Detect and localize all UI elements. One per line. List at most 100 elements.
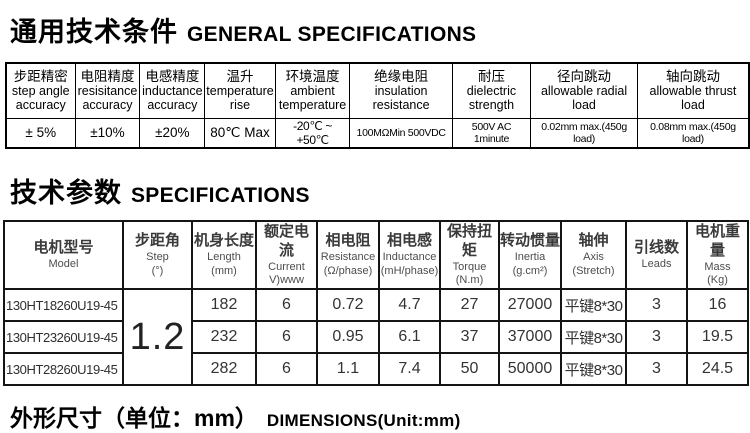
dimensions-title: 外形尺寸（单位：mm） DIMENSIONS(Unit:mm) <box>10 399 750 433</box>
header-en: Model <box>48 257 79 270</box>
col-ambient-temperature: 环境温度 ambient temperature <box>274 62 351 119</box>
header-zh: 轴向跳动 <box>665 68 720 84</box>
header-en: ambient temperature <box>278 84 347 113</box>
header-en: Step <box>146 250 169 263</box>
header-zh: 保持扭矩 <box>446 222 492 260</box>
header-en: Torque <box>452 260 487 273</box>
header-zh: 温升 <box>226 68 254 84</box>
header-en: Leads <box>641 257 672 270</box>
step-angle-cell: 1.2 <box>122 288 193 386</box>
header-en: allowable radial load <box>540 84 628 113</box>
col-torque: 保持扭矩 Torque (N.m) <box>439 219 500 290</box>
axis-cell: 平键8*30 <box>560 288 627 322</box>
header-zh: 电机重量 <box>694 222 740 260</box>
header-en: allowable thrust load <box>649 84 737 113</box>
specifications-title-zh: 技术参数 <box>10 177 122 208</box>
header-en: Current <box>268 260 305 273</box>
table-row: 130HT23260U19-45 232 6 0.95 6.1 37 37000… <box>3 320 749 354</box>
mass-cell: 19.5 <box>686 320 749 354</box>
inductance-cell: 4.7 <box>378 288 441 322</box>
current-cell: 6 <box>255 352 318 386</box>
torque-cell: 27 <box>439 288 500 322</box>
col-length: 机身长度 Length (mm) <box>191 219 257 290</box>
header-zh: 引线数 <box>633 239 679 257</box>
col-inertia: 转动惯量 Inertia (g.cm²) <box>498 219 562 290</box>
leads-cell: 3 <box>625 288 688 322</box>
header-en: Mass <box>704 260 731 273</box>
header-zh: 电感精度 <box>145 68 200 84</box>
mass-cell: 16 <box>686 288 749 322</box>
resistance-cell: 0.95 <box>316 320 380 354</box>
inductance-cell: 7.4 <box>378 352 441 386</box>
header-unit: (°) <box>151 264 164 277</box>
col-dielectric-strength: 耐压 dielectric strength <box>451 62 532 119</box>
header-zh: 电阻精度 <box>80 68 135 84</box>
general-specs-title-en: GENERAL SPECIFICATIONS <box>187 23 477 46</box>
header-zh: 转动惯量 <box>500 232 561 250</box>
value-resistance-accuracy: ±10% <box>74 117 141 148</box>
torque-cell: 37 <box>439 320 500 354</box>
axis-cell: 平键8*30 <box>560 320 627 354</box>
specifications-title-en: SPECIFICATIONS <box>131 183 310 207</box>
col-temperature-rise: 温升 temperature rise <box>204 62 276 119</box>
col-current: 额定电流 Current V)www <box>255 219 318 290</box>
spec-header-row: 电机型号 Model 步距角 Step (°) 机身长度 Length (mm)… <box>3 219 749 290</box>
header-en: Inertia <box>514 250 546 263</box>
model-cell: 130HT23260U19-45 <box>3 320 124 354</box>
header-zh: 绝缘电阻 <box>374 68 429 84</box>
value-dielectric-strength: 500V AC 1minute <box>451 117 532 148</box>
header-zh: 相电阻 <box>325 232 371 250</box>
general-specs-table: 步距精密 step angle accuracy 电阻精度 resisitanc… <box>5 62 750 149</box>
col-axis: 轴伸 Axis (Stretch) <box>560 219 627 290</box>
model-cell: 130HT18260U19-45 <box>3 288 124 322</box>
header-en: resisitance accuracy <box>77 84 138 113</box>
general-specs-value-row: ± 5% ±10% ±20% 80℃ Max -20℃ ~ +50℃ 100MΩ… <box>5 117 750 148</box>
resistance-cell: 0.72 <box>316 288 380 322</box>
col-inductance: 相电感 Inductance (mH/phase) <box>378 219 441 290</box>
col-insulation-resistance: 绝缘电阻 insulation resistance <box>349 62 453 119</box>
col-mass: 电机重量 Mass (Kg) <box>686 219 749 290</box>
header-zh: 耐压 <box>477 68 505 84</box>
table-row: 130HT18260U19-45 1.2 182 6 0.72 4.7 27 2… <box>3 288 749 386</box>
resistance-cell: 1.1 <box>316 352 380 386</box>
col-inductance-accuracy: 电感精度 inductance accuracy <box>139 62 206 119</box>
inertia-cell: 37000 <box>498 320 562 354</box>
length-cell: 232 <box>191 320 257 354</box>
header-zh: 相电感 <box>386 232 432 250</box>
current-cell: 6 <box>255 320 318 354</box>
specifications-table: 电机型号 Model 步距角 Step (°) 机身长度 Length (mm)… <box>3 219 749 386</box>
header-en: Resistance <box>320 250 376 263</box>
col-leads: 引线数 Leads <box>625 219 688 290</box>
header-en: insulation resistance <box>372 84 430 113</box>
axis-cell: 平键8*30 <box>560 352 627 386</box>
col-allowable-thrust-load: 轴向跳动 allowable thrust load <box>636 62 750 119</box>
model-cell: 130HT28260U19-45 <box>3 352 124 386</box>
header-unit: (mm) <box>211 264 237 277</box>
general-specs-header-row: 步距精密 step angle accuracy 电阻精度 resisitanc… <box>5 62 750 119</box>
inertia-cell: 27000 <box>498 288 562 322</box>
header-en: Axis <box>583 250 604 263</box>
col-allowable-radial-load: 径向跳动 allowable radial load <box>530 62 638 119</box>
length-cell: 182 <box>191 288 257 322</box>
specifications-title: 技术参数 SPECIFICATIONS <box>10 171 750 210</box>
col-resistance: 相电阻 Resistance (Ω/phase) <box>316 219 380 290</box>
torque-cell: 50 <box>439 352 500 386</box>
value-insulation-resistance: 100MΩMin 500VDC <box>349 117 453 148</box>
value-temperature-rise: 80℃ Max <box>204 117 276 148</box>
header-unit: (g.cm²) <box>512 264 548 277</box>
value-step-angle-accuracy: ± 5% <box>5 117 76 148</box>
header-unit: (Ω/phase) <box>323 264 373 277</box>
header-en: inductance accuracy <box>142 84 203 113</box>
header-zh: 步距角 <box>134 232 180 250</box>
value-allowable-radial-load: 0.02mm max.(450g load) <box>530 117 638 148</box>
header-unit: (mH/phase) <box>380 264 439 277</box>
header-unit: (Stretch) <box>572 264 615 277</box>
inertia-cell: 50000 <box>498 352 562 386</box>
general-specs-title: 通用技术条件 GENERAL SPECIFICATIONS <box>10 0 750 49</box>
header-unit: V)www <box>269 274 304 287</box>
header-en: dielectric strength <box>466 84 517 113</box>
header-en: Inductance <box>382 250 437 263</box>
leads-cell: 3 <box>625 352 688 386</box>
leads-cell: 3 <box>625 320 688 354</box>
length-cell: 282 <box>191 352 257 386</box>
